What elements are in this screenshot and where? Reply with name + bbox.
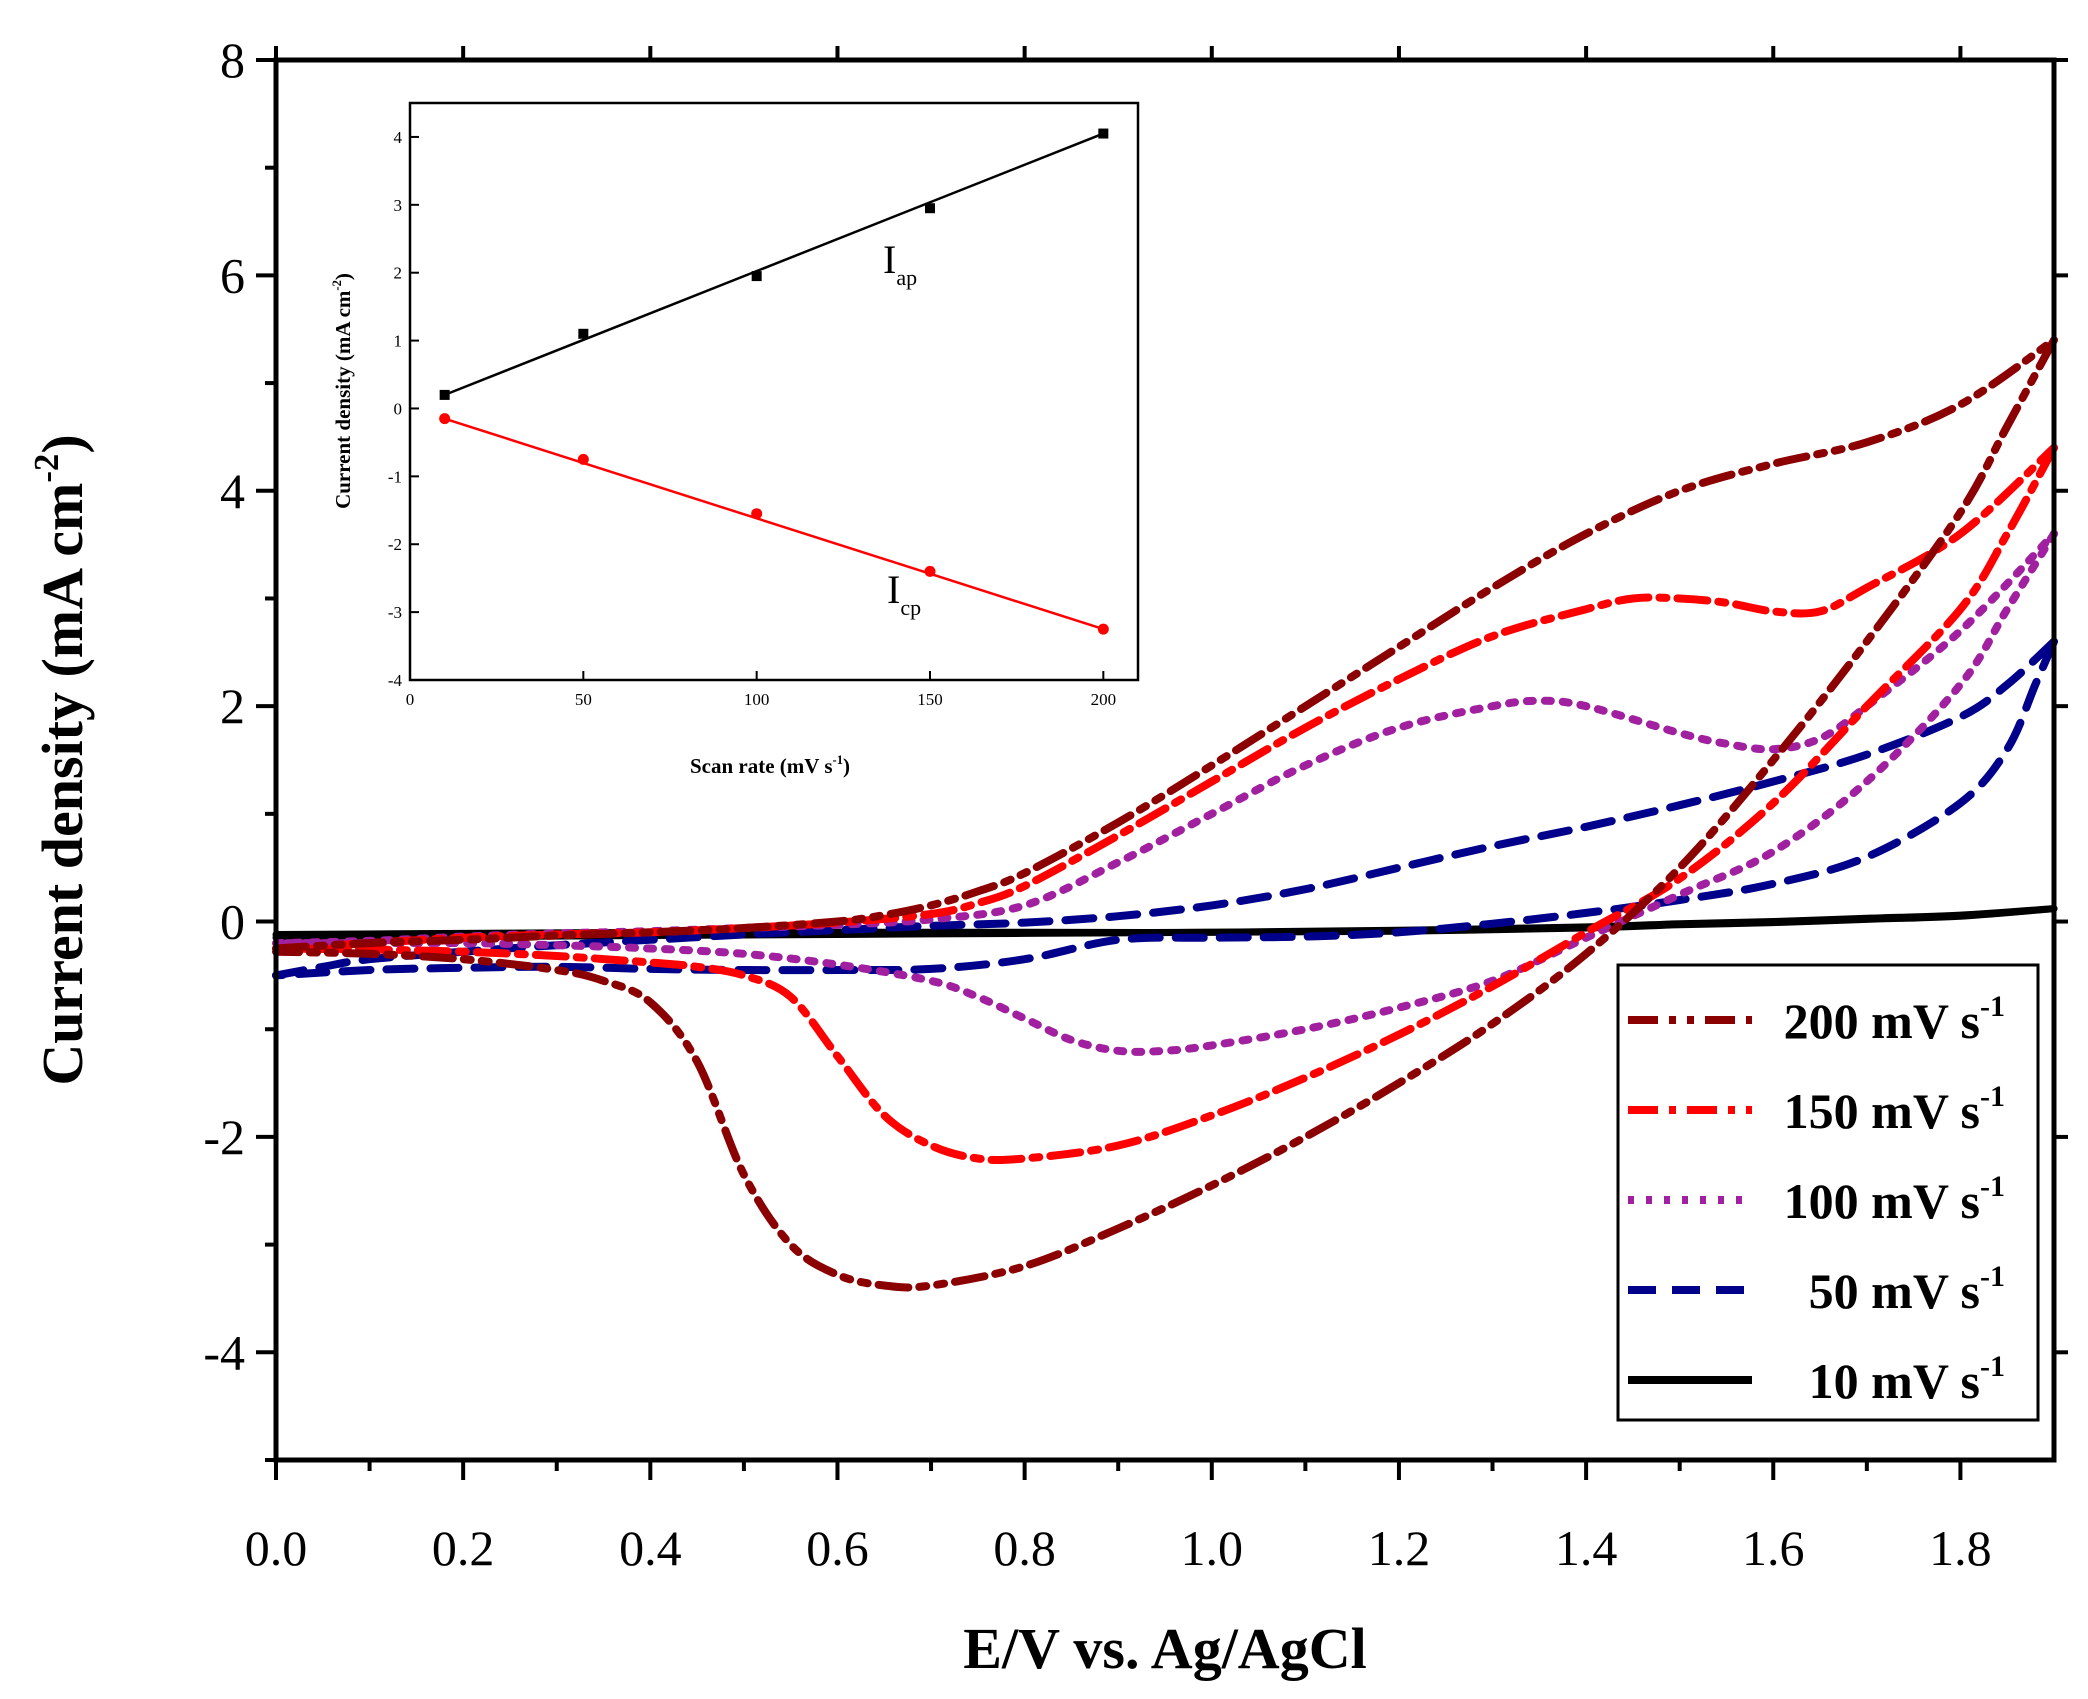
inset-x-tick-label: 0 bbox=[406, 690, 415, 709]
legend: 200 mV s-1 150 mV s-1 100 mV s-1 50 mV s-1 1… bbox=[1616, 963, 2040, 1422]
inset-icp-fit-line bbox=[444, 417, 1104, 631]
main-y-tick-label: 8 bbox=[220, 32, 245, 88]
main-plot-frame bbox=[273, 57, 2057, 1463]
inset-y-tick-label: -1 bbox=[388, 467, 402, 486]
main-x-tick-label: 0.8 bbox=[993, 1520, 1056, 1576]
inset-y-tick-label: -2 bbox=[388, 535, 402, 554]
inset-x-ticks: 0 50 100 150 200 bbox=[406, 671, 1116, 709]
inset-icp-annotation: Icp bbox=[887, 567, 921, 620]
inset-iap-point bbox=[578, 328, 589, 339]
main-x-tick-label: 0.6 bbox=[806, 1520, 869, 1576]
series-200-cathodic-line bbox=[272, 336, 2058, 1292]
main-y-ticks: -4 -2 0 2 4 6 8 bbox=[203, 32, 2068, 1462]
inset-y-tick-label: 3 bbox=[394, 196, 403, 215]
inset-plot: 0 50 100 150 200 -4 -3 -2 -1 0 1 2 3 4 Scan rate (mV… bbox=[330, 101, 1140, 778]
main-y-axis-title: Current density (mA cm-2) bbox=[27, 434, 95, 1085]
inset-y-tick-label: 2 bbox=[394, 264, 403, 283]
main-series-layer bbox=[272, 336, 2058, 1292]
main-x-tick-label: 0.2 bbox=[432, 1520, 495, 1576]
series-501-cathodic-line bbox=[272, 637, 2058, 980]
inset-y-ticks: -4 -3 -2 -1 0 1 2 3 4 bbox=[388, 128, 419, 690]
main-y-tick-label: -2 bbox=[203, 1109, 245, 1165]
legend-label: 200 mV s-1 bbox=[1784, 990, 2005, 1049]
legend-label: 150 mV s-1 bbox=[1784, 1080, 2005, 1139]
inset-series-layer bbox=[439, 128, 1109, 635]
inset-plot-frame bbox=[408, 101, 1140, 682]
inset-iap-annotation: Iap bbox=[883, 237, 917, 290]
inset-x-tick-label: 100 bbox=[744, 690, 770, 709]
inset-icp-point bbox=[577, 453, 589, 465]
inset-y-tick-label: 0 bbox=[394, 399, 403, 418]
legend-label: 100 mV s-1 bbox=[1784, 1170, 2005, 1229]
inset-iap-fit-line bbox=[444, 132, 1104, 397]
main-x-tick-label: 0.0 bbox=[245, 1520, 308, 1576]
inset-icp-point bbox=[439, 413, 451, 425]
inset-iap-point bbox=[925, 203, 935, 214]
legend-entries: 200 mV s-1 150 mV s-1 100 mV s-1 50 mV s-1 1… bbox=[1628, 990, 2005, 1409]
main-x-ticks: 0.0 0.2 0.4 0.6 0.8 1.0 1.2 1.4 1.6 1.8 bbox=[245, 46, 1992, 1576]
main-x-tick-label: 1.0 bbox=[1181, 1520, 1244, 1576]
inset-icp-point bbox=[751, 508, 763, 520]
main-y-tick-label: 0 bbox=[220, 894, 245, 950]
series-100-cathodic-line bbox=[272, 529, 2058, 1056]
main-x-tick-label: 0.4 bbox=[619, 1520, 682, 1576]
main-y-tick-label: 4 bbox=[220, 463, 245, 519]
main-x-axis-title: E/V vs. Ag/AgCl bbox=[963, 1616, 1366, 1681]
inset-y-tick-label: -3 bbox=[388, 603, 402, 622]
inset-iap-point bbox=[751, 271, 762, 282]
inset-icp-point bbox=[1097, 623, 1109, 635]
inset-x-tick-label: 150 bbox=[917, 690, 943, 709]
main-y-tick-label: 2 bbox=[220, 678, 245, 734]
legend-label: 10 mV s-1 bbox=[1809, 1350, 2005, 1409]
inset-icp-point bbox=[924, 565, 936, 577]
series-200-anodic-line bbox=[272, 336, 2058, 953]
main-x-tick-label: 1.2 bbox=[1368, 1520, 1431, 1576]
main-x-tick-label: 1.8 bbox=[1929, 1520, 1992, 1576]
inset-y-axis-title: Current density (mA cm-2) bbox=[330, 273, 355, 509]
main-y-tick-label: -4 bbox=[203, 1324, 245, 1380]
legend-label: 50 mV s-1 bbox=[1809, 1260, 2005, 1319]
inset-x-tick-label: 200 bbox=[1091, 690, 1117, 709]
inset-x-tick-label: 50 bbox=[575, 690, 592, 709]
inset-y-tick-label: 1 bbox=[394, 332, 403, 351]
main-x-tick-label: 1.6 bbox=[1742, 1520, 1805, 1576]
series-150-cathodic-line bbox=[272, 443, 2058, 1165]
inset-x-axis-title: Scan rate (mV s-1) bbox=[690, 753, 850, 778]
main-plot: 0.0 0.2 0.4 0.6 0.8 1.0 1.2 1.4 1.6 1.8 -4 -2 0 2 4 6 8… bbox=[27, 32, 2068, 1681]
main-x-tick-label: 1.4 bbox=[1555, 1520, 1618, 1576]
inset-iap-point bbox=[439, 389, 450, 400]
legend-frame bbox=[1616, 963, 2040, 1422]
main-y-tick-label: 6 bbox=[220, 247, 245, 303]
inset-plot-background bbox=[410, 103, 1138, 680]
inset-iap-point bbox=[1098, 128, 1109, 139]
inset-y-tick-label: -4 bbox=[388, 671, 403, 690]
inset-y-tick-label: 4 bbox=[394, 128, 403, 147]
